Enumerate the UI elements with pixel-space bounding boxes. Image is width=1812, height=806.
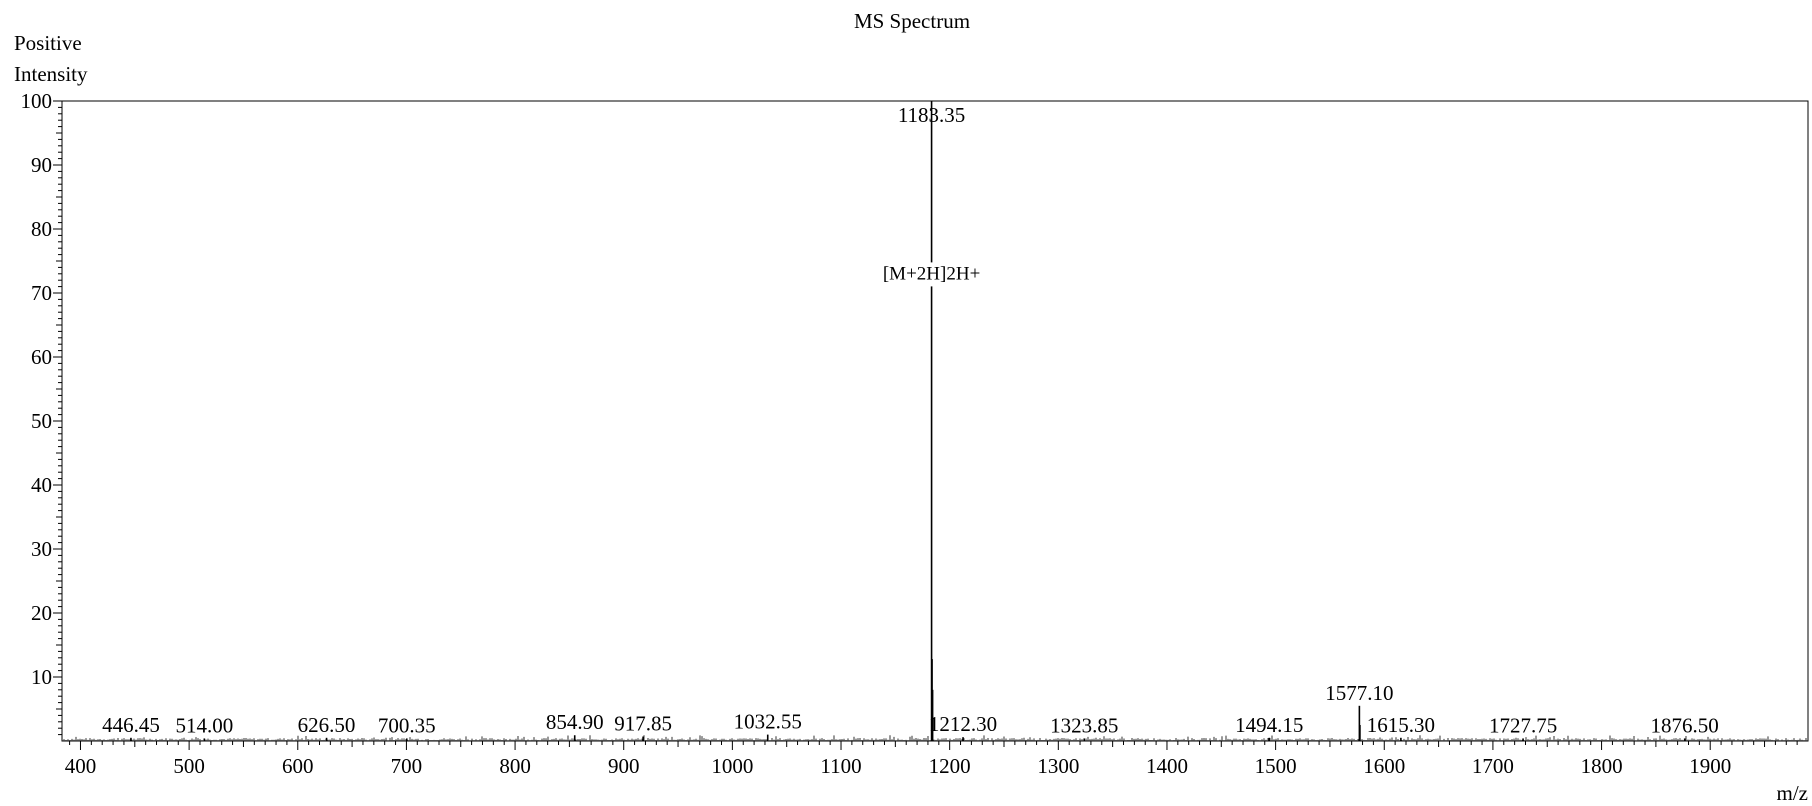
peak-annotation: [M+2H]2H+ [883, 263, 980, 284]
y-tick-label: 10 [31, 665, 52, 689]
baseline-noise [63, 735, 1807, 741]
y-axis-label-line1: Positive [14, 31, 82, 55]
x-tick-label: 1200 [929, 754, 971, 778]
y-tick-label: 60 [31, 345, 52, 369]
x-axis-label: m/z [1777, 781, 1809, 805]
y-axis-label-line2: Intensity [14, 62, 88, 86]
peak-label: 700.35 [378, 713, 436, 737]
peak-label: 1183.35 [898, 103, 965, 127]
peak-label: 854.90 [546, 710, 604, 734]
x-tick-label: 1800 [1581, 754, 1623, 778]
x-tick-label: 400 [65, 754, 97, 778]
y-tick-label: 50 [31, 409, 52, 433]
y-tick-label: 30 [31, 537, 52, 561]
peak-label: 1032.55 [734, 710, 802, 734]
x-tick-label: 800 [499, 754, 531, 778]
annotation-backdrop [886, 262, 977, 287]
peak-label: 917.85 [614, 712, 672, 736]
x-tick-label: 700 [391, 754, 423, 778]
x-tick-label: 1900 [1689, 754, 1731, 778]
peak-series [130, 101, 1686, 741]
x-axis-ticks: 400 500 600 700 800 900 1000 1100 1200 1300 1400 15… [65, 741, 1731, 778]
x-tick-label: 500 [173, 754, 205, 778]
x-tick-label: 600 [282, 754, 314, 778]
axis-minor-ticks [56, 106, 1798, 747]
peak-label: 1577.10 [1325, 681, 1393, 705]
x-tick-label: 1400 [1146, 754, 1188, 778]
peak-label: 514.00 [175, 713, 233, 737]
peak-labels: 446.45 514.00 626.50 700.35 854.90 917.85 1032… [102, 103, 1719, 737]
x-tick-label: 1100 [820, 754, 861, 778]
peak-label: 1212.30 [929, 712, 997, 736]
x-tick-label: 1500 [1255, 754, 1297, 778]
plot-frame [61, 100, 1809, 742]
x-tick-label: 900 [608, 754, 640, 778]
peak-label: 1727.75 [1489, 713, 1557, 737]
y-axis-ticks: 10 20 30 40 50 60 70 80 90 100 [21, 89, 62, 689]
x-tick-label: 1700 [1472, 754, 1514, 778]
peak-label: 1494.15 [1235, 713, 1303, 737]
peak-label: 1876.50 [1651, 713, 1719, 737]
x-tick-label: 1300 [1037, 754, 1079, 778]
chart-title: MS Spectrum [854, 9, 970, 33]
baseline-noise-trace [63, 735, 1807, 741]
peak-label: 1323.85 [1050, 713, 1118, 737]
x-tick-label: 1600 [1363, 754, 1405, 778]
y-tick-label: 70 [31, 281, 52, 305]
y-tick-label: 20 [31, 601, 52, 625]
y-tick-label: 80 [31, 217, 52, 241]
peak-label: 446.45 [102, 713, 160, 737]
y-tick-label: 40 [31, 473, 52, 497]
y-tick-label: 100 [21, 89, 53, 113]
peak-label: 626.50 [298, 713, 356, 737]
x-tick-label: 1000 [711, 754, 753, 778]
y-tick-label: 90 [31, 153, 52, 177]
peak-label: 1615.30 [1367, 713, 1435, 737]
